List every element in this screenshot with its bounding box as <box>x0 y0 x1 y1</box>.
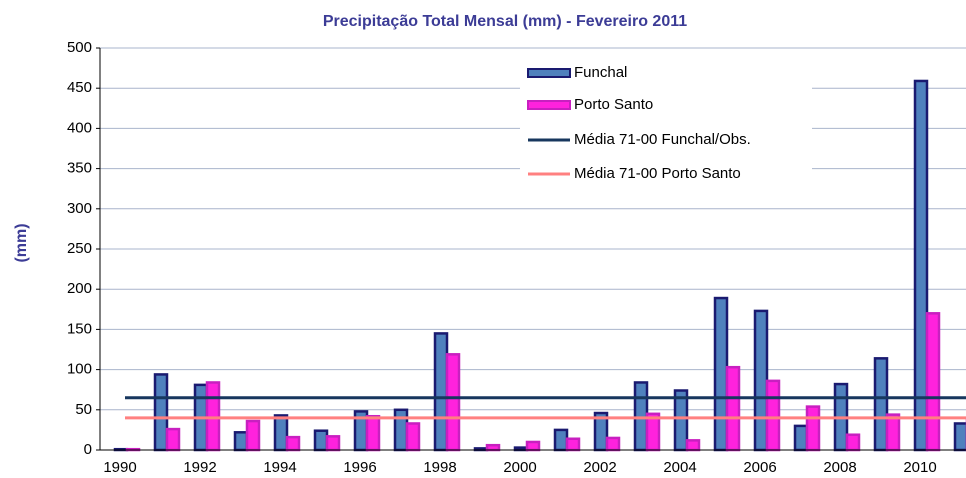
y-tick-label: 350 <box>67 160 92 177</box>
bar <box>245 419 261 452</box>
bar <box>633 381 649 452</box>
bar <box>605 436 621 452</box>
y-tick-label: 150 <box>67 320 92 337</box>
x-tick-label: 1996 <box>343 459 376 476</box>
legend-box <box>520 58 812 190</box>
bar <box>845 433 861 452</box>
bar <box>925 312 941 452</box>
bar <box>953 422 966 452</box>
x-tick-label: 2010 <box>903 459 936 476</box>
x-tick-label: 1994 <box>263 459 296 476</box>
bar <box>313 429 329 452</box>
bar <box>793 424 809 452</box>
bar <box>405 422 421 452</box>
bar <box>485 443 501 452</box>
bar <box>685 439 701 452</box>
legend-swatch <box>527 100 571 110</box>
bar <box>565 437 581 452</box>
bar <box>393 408 409 452</box>
x-tick-label: 2002 <box>583 459 616 476</box>
bar <box>725 365 741 452</box>
y-tick-label: 450 <box>67 79 92 96</box>
y-tick-label: 100 <box>67 361 92 378</box>
bar <box>673 389 689 452</box>
y-tick-label: 500 <box>67 39 92 56</box>
bar <box>525 440 541 452</box>
x-tick-label: 1998 <box>423 459 456 476</box>
bar <box>765 379 781 452</box>
legend-label: Funchal <box>574 64 627 81</box>
legend-label: Porto Santo <box>574 96 653 113</box>
y-tick-label: 250 <box>67 240 92 257</box>
y-tick-label: 400 <box>67 119 92 136</box>
legend-swatch <box>527 68 571 78</box>
x-tick-label: 2006 <box>743 459 776 476</box>
y-tick-label: 50 <box>75 401 92 418</box>
bar <box>325 435 341 452</box>
bar <box>885 413 901 452</box>
bar <box>713 296 729 452</box>
y-tick-label: 200 <box>67 280 92 297</box>
x-tick-label: 1990 <box>103 459 136 476</box>
bar <box>805 405 821 452</box>
x-tick-label: 2000 <box>503 459 536 476</box>
bar <box>205 381 221 452</box>
bar <box>433 332 449 452</box>
bar <box>553 428 569 452</box>
chart-title: Precipitação Total Mensal (mm) - Feverei… <box>323 13 687 30</box>
bar <box>273 414 289 452</box>
bar <box>153 373 169 452</box>
x-tick-label: 2004 <box>663 459 696 476</box>
legend-label: Média 71-00 Funchal/Obs. <box>574 131 751 148</box>
y-axis-label: (mm) <box>13 223 30 262</box>
x-tick-label: 1992 <box>183 459 216 476</box>
bar <box>285 435 301 452</box>
bar <box>165 427 181 452</box>
bar <box>913 79 929 452</box>
bar <box>445 353 461 452</box>
legend-label: Média 71-00 Porto Santo <box>574 165 741 182</box>
bar <box>753 309 769 452</box>
bar <box>233 431 249 452</box>
y-tick-label: 0 <box>84 441 92 458</box>
y-tick-label: 300 <box>67 200 92 217</box>
x-tick-label: 2008 <box>823 459 856 476</box>
bar <box>365 414 381 452</box>
bar <box>873 357 889 452</box>
